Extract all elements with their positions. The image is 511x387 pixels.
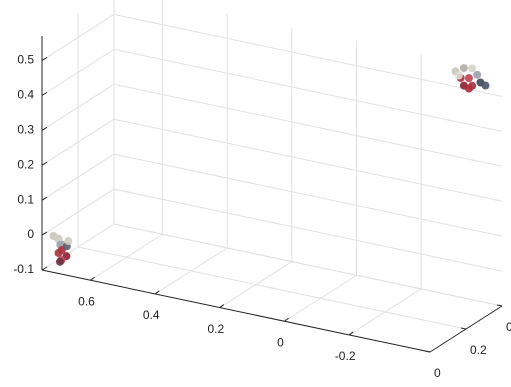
z-tick-label: 0 (27, 227, 34, 241)
grid-line (114, 224, 502, 306)
point (473, 71, 481, 79)
y-tick-label: 0.4 (506, 320, 511, 334)
point (465, 74, 473, 82)
point (468, 64, 476, 72)
chart: -0.1 0 0.1 0.2 0.3 0.4 0.5 0.6 0.4 0.2 0 -0.2 0 0.2 0.… (0, 0, 511, 387)
tick-mark (42, 162, 47, 165)
x-tick-label: 0.2 (207, 322, 224, 336)
tick-mark (42, 197, 47, 200)
tick-mark (349, 332, 353, 335)
axis-line (42, 270, 430, 352)
tick-mark (461, 328, 466, 329)
tick-mark (42, 232, 47, 235)
grid-line (114, 154, 502, 236)
point (55, 249, 63, 257)
point (465, 85, 473, 93)
z-tick-label: 0.1 (17, 192, 34, 206)
tick-mark (220, 305, 224, 308)
grid-line (114, 84, 502, 166)
x-tick-label: 0 (277, 335, 284, 349)
z-tick-label: 0.2 (17, 157, 34, 171)
z-tick-label: 0.4 (17, 88, 34, 102)
grid-line (78, 247, 466, 329)
point (455, 72, 463, 80)
x-tick-label: 0.4 (143, 308, 160, 322)
tick-mark (497, 305, 502, 306)
point (481, 82, 489, 90)
grid-line (114, 119, 502, 201)
point (460, 64, 468, 72)
tick-mark (42, 57, 47, 60)
y-tick-label: 0.2 (470, 343, 487, 357)
tick-mark (91, 277, 95, 280)
y-tick-label: 0 (434, 366, 441, 380)
tick-mark (42, 267, 47, 270)
grid-line (114, 14, 502, 96)
x-tick-label: -0.2 (335, 349, 356, 363)
z-tick-label: 0.5 (17, 53, 34, 67)
tick-mark (42, 92, 47, 95)
tick-mark (425, 351, 430, 352)
point (56, 258, 64, 266)
point (64, 237, 72, 245)
tick-mark (42, 127, 47, 130)
x-tick-label: 0.6 (78, 294, 95, 308)
grid-line (114, 189, 502, 271)
z-tick-label: -0.1 (13, 262, 34, 276)
tick-mark (285, 318, 289, 321)
tick-mark (155, 291, 159, 294)
grid-line (114, 49, 502, 131)
z-tick-label: 0.3 (17, 122, 34, 136)
